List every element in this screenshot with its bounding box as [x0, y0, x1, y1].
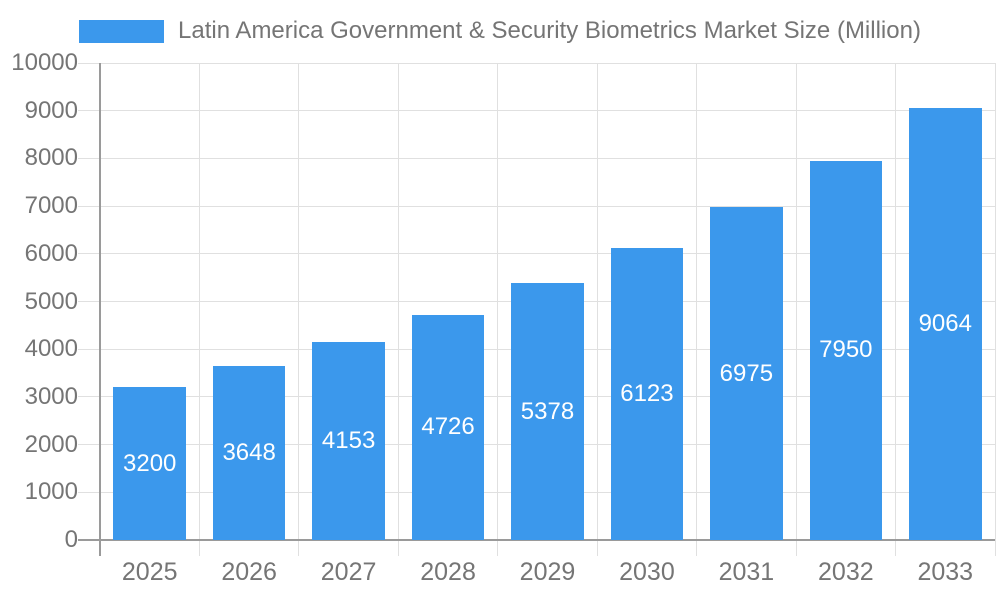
x-axis-tick-label: 2032 [818, 558, 874, 586]
x-axis-line [78, 539, 995, 541]
bar-2032: 7950 [809, 160, 883, 540]
gridline-horizontal [78, 205, 995, 207]
x-axis-tick-label: 2030 [619, 558, 675, 586]
bar-value-label: 9064 [918, 309, 972, 337]
x-axis-tick-label: 2027 [320, 558, 377, 586]
bar-2029: 5378 [511, 283, 584, 540]
y-axis-line [99, 63, 101, 556]
y-axis-tick-label: 9000 [24, 96, 78, 124]
x-axis-tick-label: 2026 [221, 558, 277, 586]
gridline-vertical [497, 63, 499, 556]
gridline-vertical [298, 63, 300, 556]
y-axis-tick-label: 8000 [24, 144, 78, 172]
bar-value-label: 6123 [620, 379, 674, 407]
legend-swatch-icon [79, 19, 165, 43]
y-axis-tick-label: 4000 [24, 335, 78, 363]
gridline-horizontal [78, 62, 995, 64]
bar-2033: 9064 [908, 107, 982, 540]
bar-value-label: 4153 [321, 426, 376, 454]
plot-area: 3200 3648 4153 4726 5378 6123 6975 7950 9064 [78, 62, 996, 556]
x-axis-tick-label: 2033 [917, 558, 974, 586]
bar-value-label: 7950 [819, 336, 873, 364]
y-axis-tick-label: 10000 [11, 49, 78, 76]
y-axis-tick-label: 5000 [24, 287, 78, 315]
gridline-vertical [696, 63, 698, 556]
bar-2026: 3648 [212, 366, 286, 540]
y-axis-tick-label: 0 [64, 526, 78, 553]
y-axis-tick-label: 1000 [24, 478, 78, 506]
chart-legend[interactable]: Latin America Government & Security Biom… [0, 17, 1000, 45]
y-axis-tick-label: 3000 [24, 382, 78, 410]
bar-value-label: 5378 [520, 397, 575, 425]
bar-2030: 6123 [610, 247, 684, 540]
y-axis-tick-label: 6000 [24, 239, 78, 267]
x-axis-tick-label: 2031 [718, 558, 775, 586]
y-axis-tick-label: 7000 [24, 192, 78, 220]
x-axis-tick-label: 2028 [420, 558, 476, 586]
bar-2025: 3200 [113, 387, 187, 540]
bar-value-label: 4726 [421, 413, 475, 441]
gridline-vertical [895, 63, 897, 556]
x-axis-tick-label: 2029 [519, 558, 576, 586]
bar-value-label: 3648 [222, 439, 276, 466]
bar-2028: 4726 [411, 314, 485, 540]
x-axis-tick-label: 2025 [121, 558, 178, 586]
gridline-vertical [198, 63, 200, 556]
bar-value-label: 6975 [719, 359, 774, 387]
gridline-vertical [994, 63, 996, 556]
bar-value-label: 3200 [123, 449, 177, 477]
gridline-vertical [795, 63, 797, 556]
legend-label: Latin America Government & Security Biom… [178, 17, 921, 44]
bar-2027: 4153 [312, 341, 385, 540]
gridline-vertical [397, 63, 399, 556]
y-axis-tick-label: 2000 [24, 430, 78, 458]
gridline-horizontal [78, 110, 995, 112]
bar-2031: 6975 [710, 207, 783, 540]
gridline-vertical [596, 63, 598, 556]
gridline-horizontal [78, 157, 995, 159]
gridline-horizontal [78, 253, 995, 255]
